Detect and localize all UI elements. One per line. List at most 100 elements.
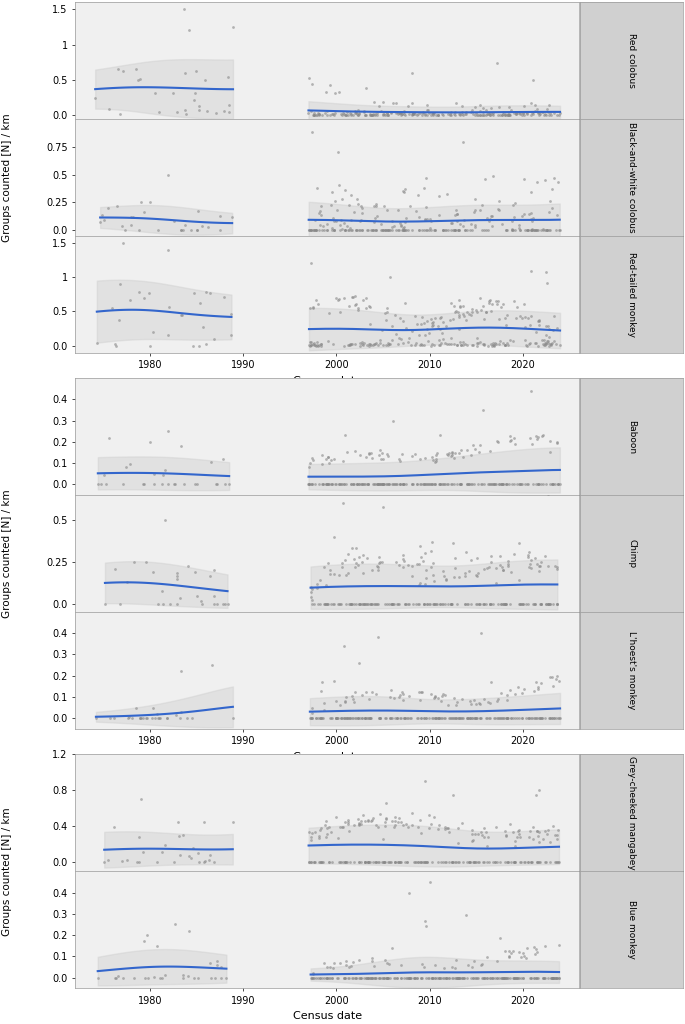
Point [331,809,342,825]
Point [178,967,189,983]
Point [506,221,517,238]
Point [369,595,380,611]
Point [542,104,553,121]
Point [345,854,356,870]
Point [359,476,370,493]
Point [431,595,442,611]
Point [526,221,537,238]
Point [414,104,425,121]
Point [328,106,339,123]
Point [419,476,429,493]
Point [449,550,460,566]
Point [354,446,365,463]
Point [330,710,341,726]
Point [382,854,393,870]
Point [399,183,410,200]
Point [380,710,391,726]
Point [525,970,536,986]
Point [469,826,480,843]
Point [472,970,483,986]
Point [534,106,545,123]
Point [356,686,367,702]
Point [521,595,532,611]
Point [103,429,114,445]
Point [439,222,450,239]
Point [369,476,380,493]
Point [547,710,558,726]
Point [410,335,421,351]
Point [421,569,432,586]
Point [429,476,440,493]
Point [501,222,512,239]
Point [461,311,472,328]
Point [461,106,472,123]
Point [168,85,179,101]
Point [313,829,324,846]
Point [427,595,438,611]
Point [414,337,425,353]
Point [413,556,424,572]
Point [374,554,385,570]
Point [508,209,519,225]
Point [322,449,333,465]
Point [523,710,534,726]
Point [314,828,325,845]
Point [387,318,398,335]
Point [523,595,534,611]
Point [403,710,414,726]
Point [364,690,375,707]
Point [473,476,484,493]
Point [480,108,491,124]
Point [529,222,540,239]
Point [327,710,338,726]
Point [379,222,390,239]
Point [378,854,389,870]
Point [349,336,360,352]
Point [532,710,543,726]
Point [317,476,328,493]
Point [370,970,381,986]
Point [459,565,470,582]
Point [373,549,384,565]
Point [470,217,481,233]
Point [441,819,452,836]
Point [510,854,521,870]
Point [514,476,525,493]
Point [306,854,316,870]
Point [514,105,525,122]
Point [356,205,367,221]
Point [123,710,134,726]
Point [356,854,366,870]
Point [428,689,439,706]
Point [482,210,493,226]
Point [318,710,329,726]
Point [453,303,464,319]
Point [501,710,512,726]
Point [516,106,527,123]
Point [353,815,364,831]
Point [372,558,383,574]
Point [443,970,454,986]
Point [486,338,497,354]
Point [534,782,545,799]
Point [426,449,437,465]
Point [441,970,452,986]
Point [384,222,395,239]
Point [529,595,540,611]
Point [395,218,406,234]
Point [338,970,349,986]
Point [393,336,403,352]
Point [457,449,468,465]
Point [393,595,404,611]
Point [499,106,510,123]
Point [469,692,479,709]
Point [366,108,377,124]
Point [462,337,473,353]
Point [545,336,556,352]
Point [540,105,551,122]
Point [338,970,349,986]
Point [477,956,488,973]
Point [387,595,398,611]
Point [154,710,165,726]
Point [356,813,366,829]
